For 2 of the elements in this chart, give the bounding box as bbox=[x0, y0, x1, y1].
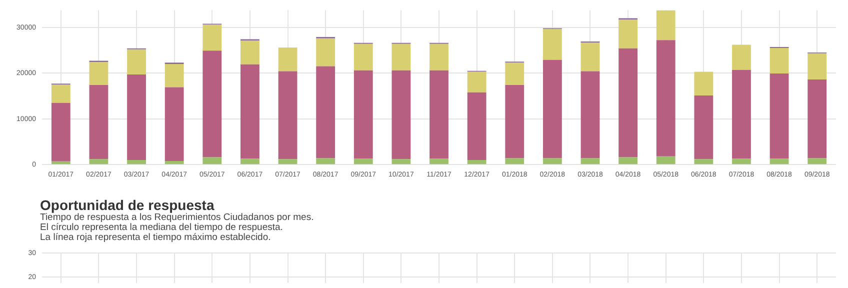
chart-subtitle: Tiempo de respuesta a los Requerimientos Ciudadanos por mes. El círculo representa la mediana del tiempo de respuesta. La línea roja representa el tiempo máximo establecido. bbox=[40, 212, 315, 243]
chart-title: Oportunidad de respuesta bbox=[40, 197, 216, 213]
